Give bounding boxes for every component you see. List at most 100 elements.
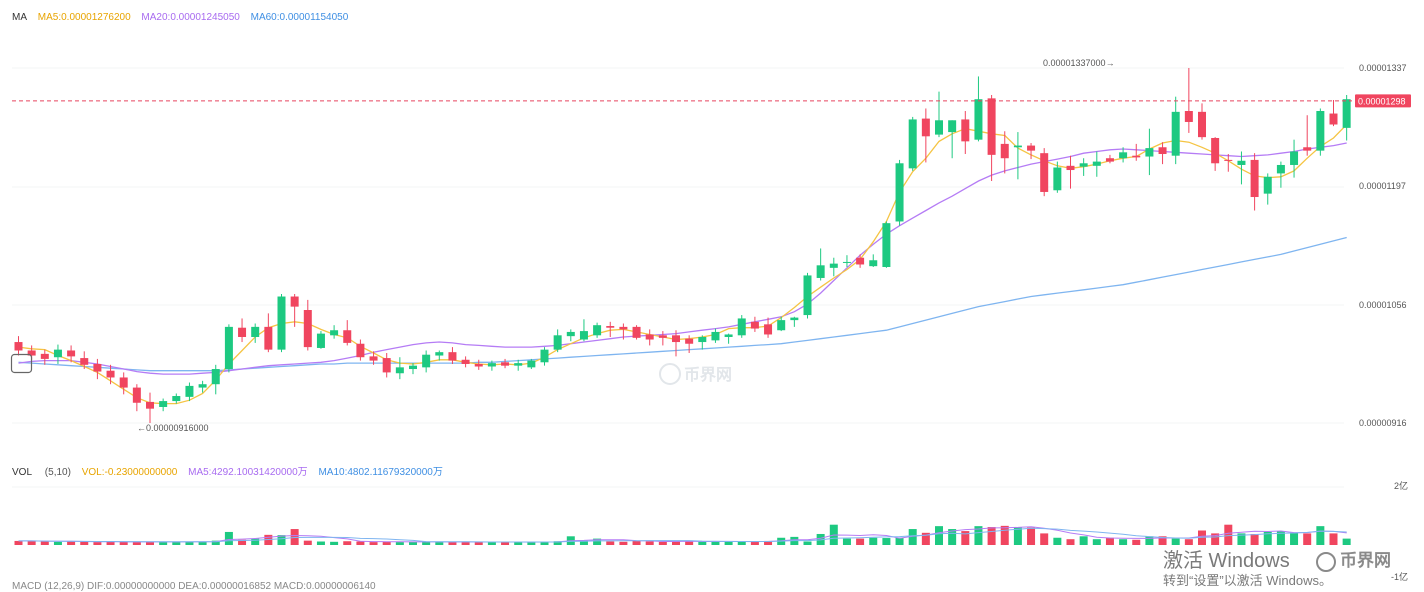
volume-bar: [395, 542, 404, 545]
candle: [1040, 148, 1049, 197]
candle-body: [908, 119, 917, 169]
price-tick-label: 0.00001197: [1359, 181, 1406, 191]
low-annotation: ←0.00000916000: [137, 423, 209, 433]
candle-body: [869, 260, 878, 267]
candle-body: [1211, 137, 1220, 164]
ma-legend: MA MA5:0.00001276200 MA20:0.00001245050 …: [12, 12, 356, 23]
candle-body: [527, 360, 536, 368]
candle-body: [619, 326, 628, 330]
candle-body: [645, 334, 654, 340]
candle: [606, 321, 615, 337]
candle-body: [14, 342, 23, 351]
candle-body: [80, 358, 89, 365]
candle: [1053, 161, 1062, 193]
candle: [974, 76, 983, 142]
candle: [53, 344, 62, 364]
candle: [948, 120, 957, 159]
candle-body: [1198, 111, 1206, 138]
candle-body: [409, 365, 417, 370]
candle: [1224, 154, 1233, 172]
volume-bar: [645, 541, 654, 545]
volume-bar: [869, 537, 878, 545]
candle: [961, 111, 970, 155]
candle-body: [948, 120, 957, 133]
candle: [698, 335, 707, 350]
volume-bar: [1145, 536, 1154, 545]
candle-body: [1158, 147, 1167, 155]
candle-body: [540, 349, 549, 363]
volume-bar: [198, 541, 207, 545]
candle: [1000, 131, 1009, 174]
candle-body: [67, 350, 76, 357]
candle: [264, 313, 273, 353]
candle-body: [382, 358, 391, 373]
candle: [159, 398, 168, 412]
candle: [1263, 173, 1272, 205]
candle: [343, 320, 352, 346]
candle: [395, 357, 404, 380]
candle-body: [1184, 111, 1193, 122]
volume-bar: [1066, 539, 1075, 545]
volume-bar: [658, 541, 667, 545]
candle-body: [1276, 164, 1285, 174]
candle-body: [632, 326, 641, 338]
candle-body: [579, 331, 588, 340]
vol-legend-label: VOL: [12, 467, 33, 478]
candle-body: [895, 163, 904, 222]
candle: [224, 324, 233, 373]
grid: [12, 67, 1344, 488]
candle-body: [1092, 161, 1101, 166]
candle-body: [1342, 99, 1351, 128]
candle-body: [921, 118, 930, 137]
ma5-legend: MA5:0.00001276200: [37, 12, 131, 23]
candle-body: [1145, 148, 1154, 157]
watermark-logo-icon: [659, 363, 681, 385]
corner-watermark-logo-icon: [1316, 551, 1336, 572]
candle-body: [211, 369, 220, 385]
volume-bar: [579, 540, 588, 545]
candle: [816, 248, 825, 281]
candle: [1158, 142, 1167, 165]
candle: [553, 329, 562, 353]
volume-bar: [67, 541, 76, 545]
volume-bar: [435, 542, 444, 545]
activate-windows-subtitle: 转到“设置”以激活 Windows。: [1163, 573, 1333, 588]
activate-windows-title: 激活 Windows: [1163, 550, 1290, 572]
candle-body: [1040, 153, 1049, 192]
candle: [764, 317, 773, 338]
volume-bar: [527, 542, 536, 545]
volume-bar: [316, 541, 325, 545]
volume-bar: [698, 541, 707, 545]
candle: [750, 316, 759, 332]
volume-bar: [93, 542, 102, 545]
candle: [1250, 153, 1259, 211]
candle-body: [566, 331, 575, 337]
candle-body: [685, 338, 694, 344]
watermark: 币界网: [659, 363, 732, 385]
candle: [14, 336, 23, 356]
volume-bar: [1092, 539, 1101, 545]
candle-body: [146, 401, 154, 409]
volume-bar: [987, 527, 996, 545]
volume-bar: [1158, 536, 1167, 545]
candle: [1119, 147, 1128, 163]
watermark-center-text: 币界网: [684, 366, 732, 384]
candle-body: [53, 349, 62, 358]
candle-body: [264, 326, 273, 350]
candle-body: [829, 263, 838, 268]
vol-ma10-line: [18, 527, 1347, 543]
candle-body: [1329, 113, 1338, 125]
candle-body: [1290, 151, 1299, 165]
ma-legend-label: MA: [12, 12, 27, 23]
vol-ma5-line: [18, 526, 1347, 543]
candle: [435, 350, 444, 361]
candle: [882, 221, 891, 268]
candle-body: [303, 310, 312, 348]
volume-bars: [14, 524, 1351, 545]
candle-body: [1013, 145, 1022, 148]
candle: [1329, 100, 1338, 127]
candle: [987, 94, 996, 181]
candle: [514, 359, 523, 371]
volume-bar: [1105, 537, 1114, 545]
